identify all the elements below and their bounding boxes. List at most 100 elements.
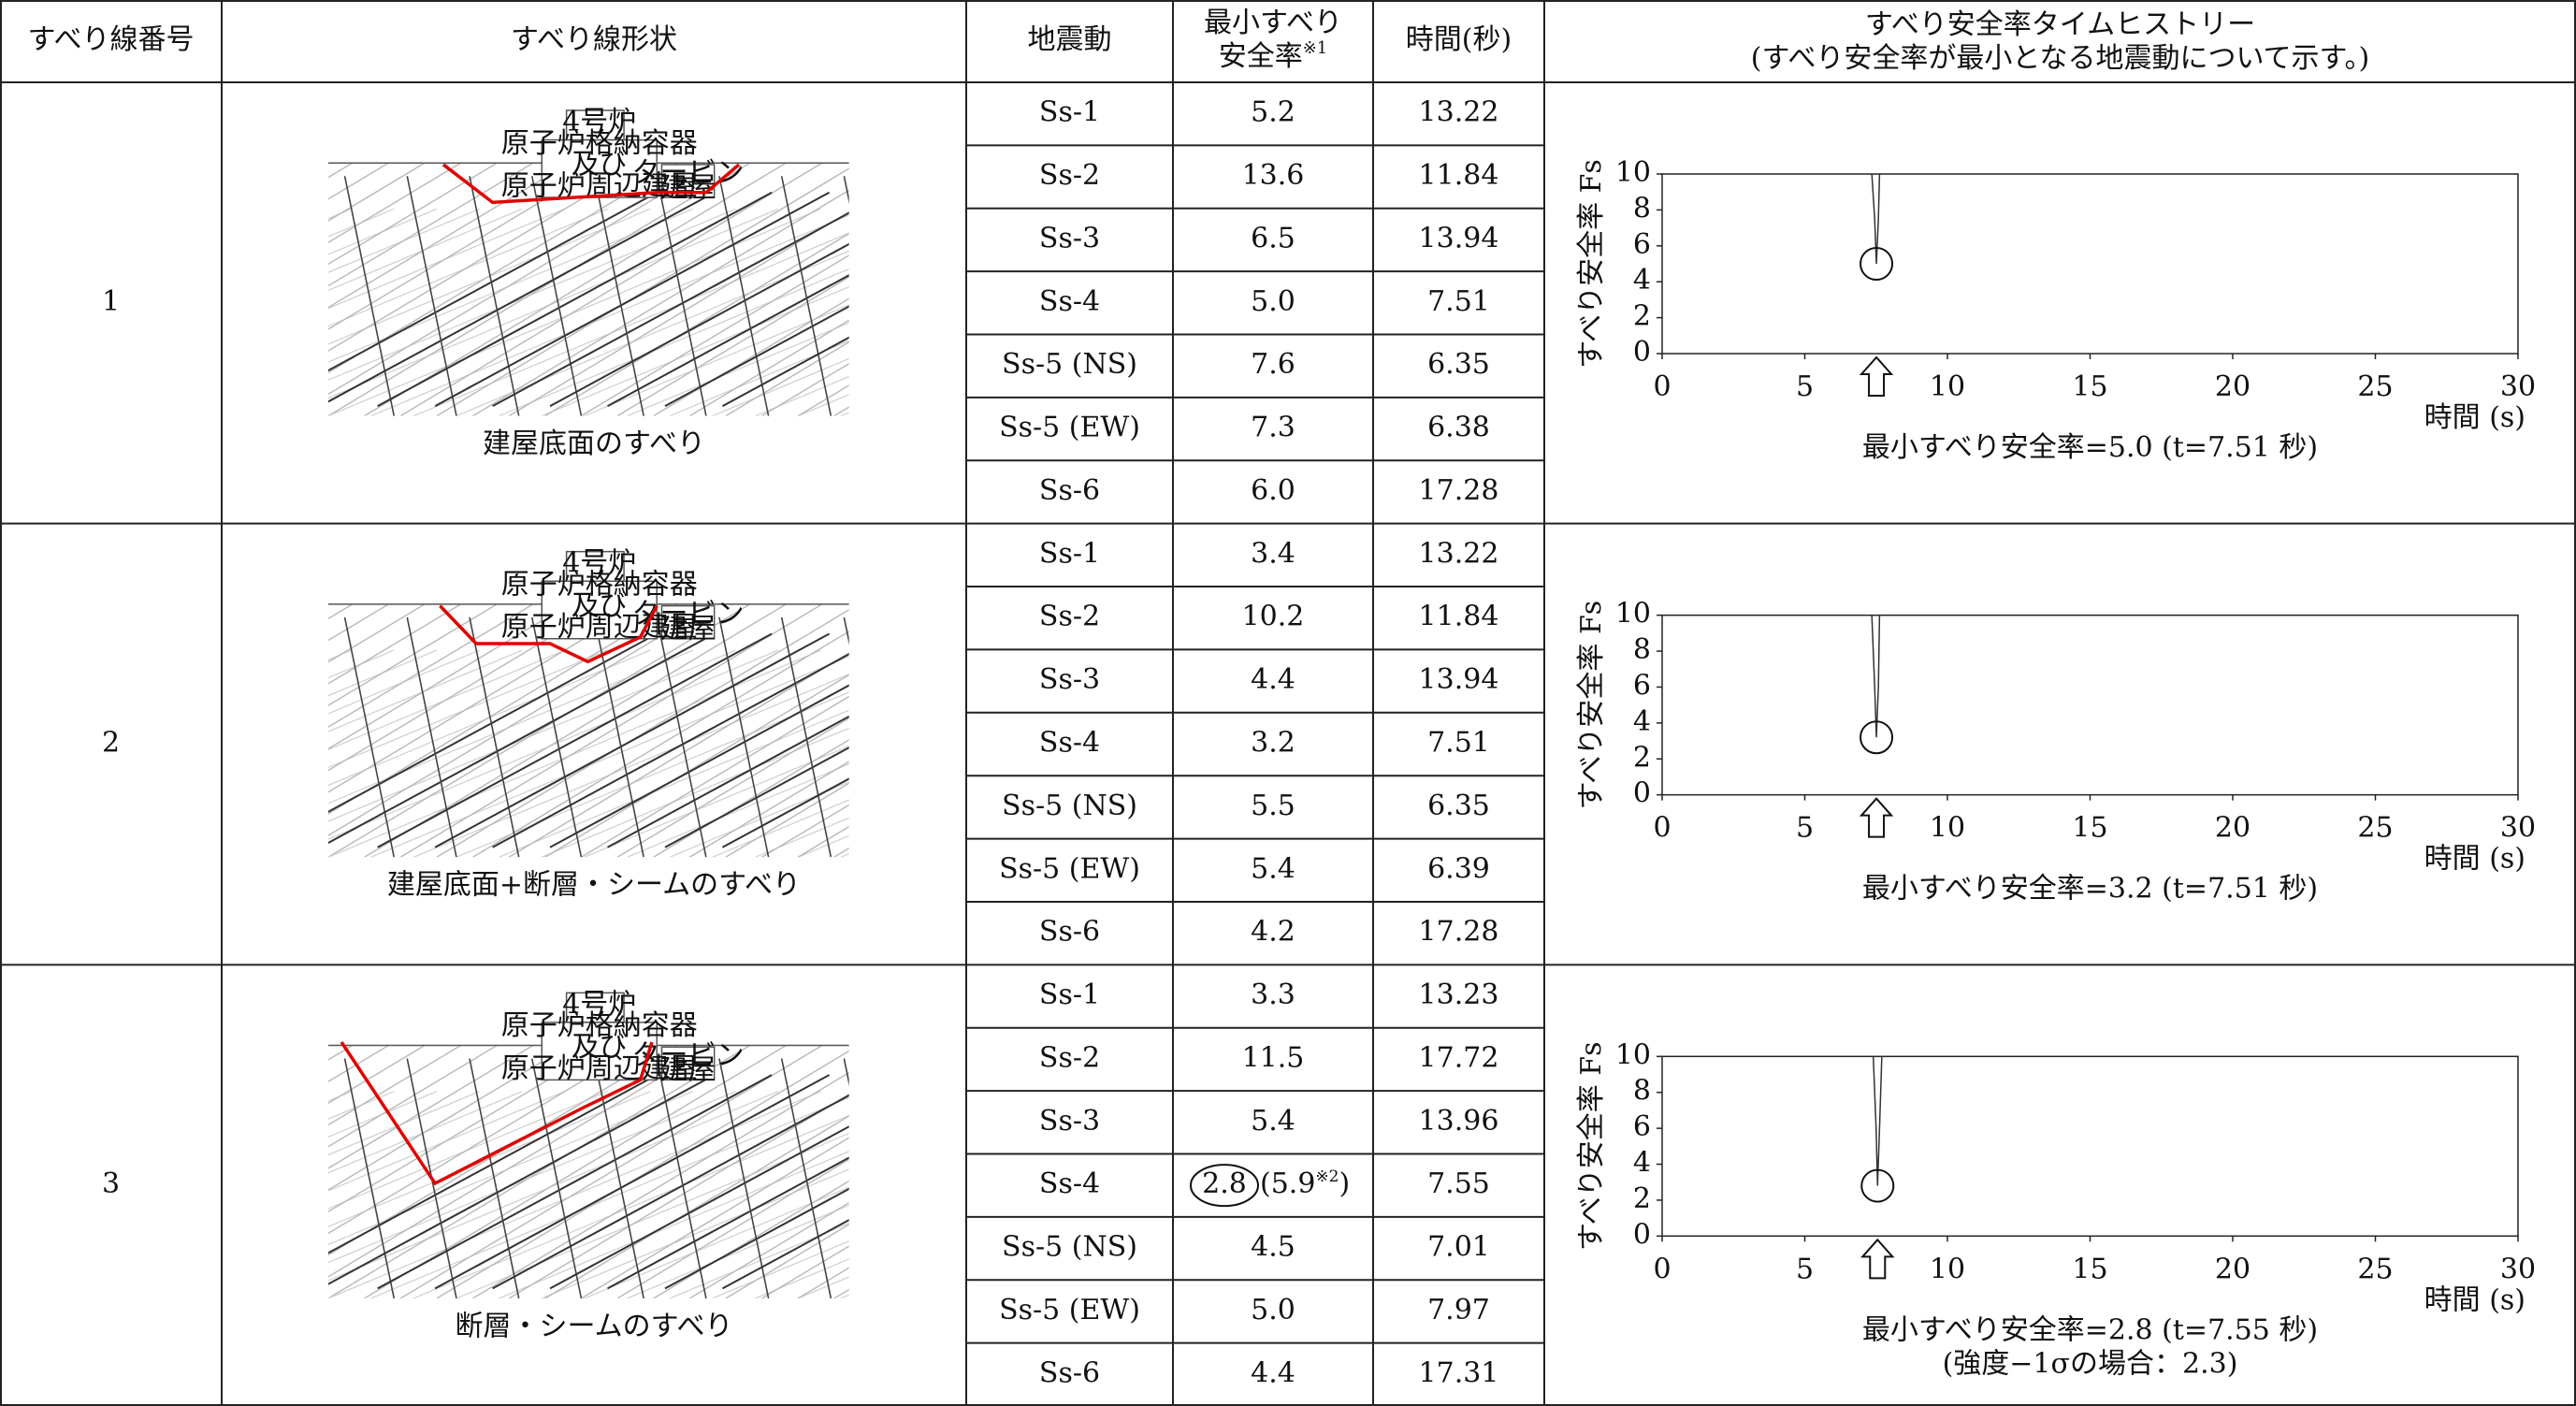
motion-cell: Ss-3 [1039,222,1100,254]
fs-cell: 7.6 [1251,348,1295,381]
fault-line [377,632,773,848]
stratum-line [0,1042,285,1298]
stratum-line [616,1045,849,1298]
motion-cell: Ss-5 (EW) [999,852,1140,885]
slip-line [340,1041,654,1186]
header-mark: ※1 [1303,38,1328,58]
chart-caption: 最小すべり安全率=2.8 (t=7.55 秒) [1862,1313,2318,1346]
y-axis-label: すべり安全率 Fs [1575,159,1608,369]
stratum-line [755,208,849,416]
y-tick-label: 0 [1633,1218,1651,1251]
stratum-line [670,1091,849,1298]
stratum-line [508,1045,849,1298]
stratum-line [328,603,358,858]
stratum-line [712,649,849,858]
min-marker [1860,720,1894,755]
time-cell: 6.35 [1427,348,1490,381]
header-cell: 最小すべり [1204,7,1342,39]
x-tick-label: 30 [2500,1253,2536,1285]
fs-cell: 3.4 [1251,537,1295,570]
stratum-line [670,649,849,858]
x-tick-label: 15 [2072,370,2107,403]
y-tick-label: 8 [1633,192,1651,225]
stratum-line [688,1045,849,1298]
stratum-line [436,603,849,858]
stratum-line [328,163,467,416]
stratum-line [712,208,849,416]
header-cell: すべり安全率タイムヒストリー [1865,8,2255,41]
x-axis-label: 時間 (s) [2424,401,2525,434]
header-cell: すべり線番号 [28,23,195,56]
stratum-line [0,650,266,857]
header-cell: 安全率※1 [1219,38,1328,73]
time-cell: 7.51 [1427,285,1490,318]
building-label: 原子炉格納容器 [501,127,698,160]
fault-line [406,176,457,416]
x-tick-label: 0 [1653,1253,1671,1285]
time-cell: 13.23 [1419,978,1499,1011]
y-tick-label: 6 [1633,669,1651,702]
fault-line [328,1074,716,1290]
fault-line [434,1074,831,1290]
fs-cell: 5.0 [1251,1294,1295,1326]
stratum-line [413,649,849,858]
stratum-line [508,163,849,416]
y-tick-label: 2 [1633,300,1651,333]
fault-line [549,1074,849,1290]
y-tick-label: 4 [1633,264,1651,297]
fault-line [328,1074,658,1290]
stratum-line [328,1091,608,1298]
x-tick-label: 30 [2500,812,2536,845]
y-tick-label: 10 [1615,156,1651,189]
stratum-line [328,208,694,416]
stratum-line [328,1091,694,1298]
fault-line [780,176,832,416]
fs-cell: 3.2 [1251,727,1295,760]
stratum-line [328,208,608,416]
x-tick-label: 20 [2215,1253,2250,1285]
fault-line [469,616,520,858]
stratum-line [328,1045,358,1298]
stratum-line [581,1045,849,1298]
stratum-line [472,603,849,858]
shape-caption: 建屋底面のすべり [483,428,705,460]
reactor-building [541,138,658,198]
stratum-line [884,209,1377,415]
stratum-line [328,649,480,858]
stratum-line [328,1091,736,1298]
stratum-line [328,649,395,858]
stratum-line [328,208,523,416]
time-cell: 13.22 [1419,537,1499,570]
time-cell: 6.35 [1427,790,1490,822]
y-tick-label: 6 [1633,1110,1651,1143]
fault-line [780,616,832,858]
stratum-line [328,603,503,858]
stratum-line [0,1092,309,1298]
stratum-line [328,163,612,416]
stratum-line [328,208,438,416]
fault-line [664,1074,849,1290]
fs-note-part: ) [1339,1167,1350,1200]
motion-cell: Ss-3 [1039,1105,1100,1138]
plot-frame [1661,173,2519,355]
fault-line [343,1058,396,1298]
turbine-label: 建屋 [660,171,716,204]
stratum-line [761,163,849,416]
stratum-line [328,603,684,858]
fault-line [721,1074,849,1290]
stratum-line [364,163,792,416]
shape-caption: 建屋底面+断層・シームのすべり [387,869,801,902]
stratum-line [328,649,438,858]
fs-cell: 10.2 [1242,601,1305,633]
stratum-line [542,1091,849,1298]
stratum-line [328,1045,720,1298]
stratum-line [328,649,822,858]
stratum-line [328,208,480,416]
stratum-line [581,163,849,416]
fault-line [593,616,644,858]
fault-line [328,632,658,848]
y-tick-label: 4 [1633,705,1651,738]
